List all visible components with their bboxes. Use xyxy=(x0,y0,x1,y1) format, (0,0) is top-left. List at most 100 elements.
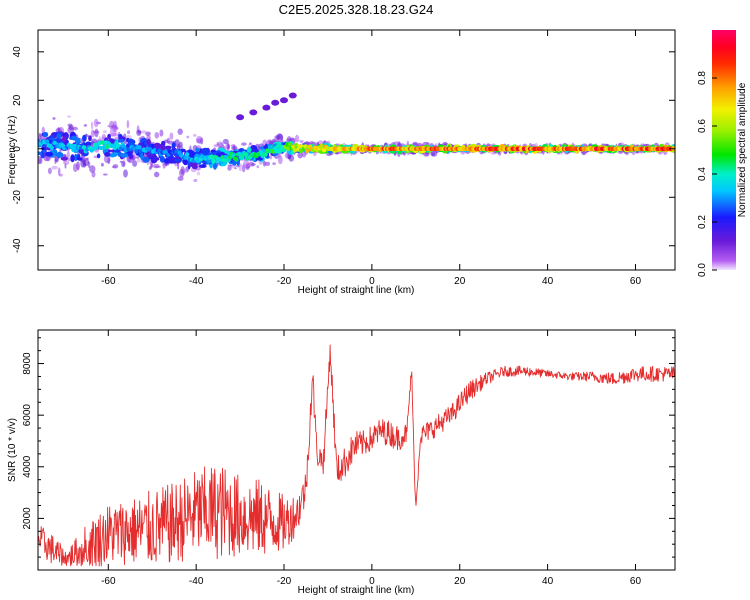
spectrogram-x-tick-label: 20 xyxy=(454,276,466,287)
snr-x-label: Height of straight line (km) xyxy=(298,585,415,596)
snr-y-label: SNR (10 * v/v) xyxy=(7,418,18,482)
snr-y-tick-label: 8000 xyxy=(22,352,33,375)
spectrogram-blob xyxy=(56,152,64,158)
spectrogram-blob xyxy=(117,138,125,143)
spectrogram-ridge-cell xyxy=(134,149,139,154)
spectrogram-heat-layer xyxy=(38,92,675,182)
spectrogram-blob xyxy=(51,137,56,141)
spectrogram-speckle xyxy=(297,139,305,143)
spectrogram-speckle xyxy=(76,163,80,171)
figure-title: C2E5.2025.328.18.23.G24 xyxy=(279,2,434,17)
spectrogram-speckle xyxy=(177,128,183,135)
spectrogram-speckle xyxy=(186,135,190,139)
spectrogram-speckle xyxy=(227,144,230,150)
spectrogram-speckle xyxy=(183,169,189,173)
spectrogram-speckle xyxy=(89,165,96,173)
spectrogram-x-tick-label: 40 xyxy=(542,276,554,287)
spectrogram-speckle xyxy=(218,140,222,147)
spectrogram-blob xyxy=(96,153,101,159)
spectrogram-branch-cell xyxy=(262,104,271,111)
colorbar-tick-label: 0.2 xyxy=(697,215,708,229)
spectrogram-blob xyxy=(171,142,176,150)
spectrogram-blob xyxy=(104,152,111,157)
spectrogram-speckle xyxy=(238,163,243,172)
spectrogram-ridge-cell xyxy=(184,152,190,157)
spectrogram-blob xyxy=(107,133,111,139)
spectrogram-blob xyxy=(109,153,116,158)
spectrogram-speckle xyxy=(154,165,162,168)
spectrogram-speckle xyxy=(132,160,138,167)
spectrogram-speckle xyxy=(180,166,185,175)
spectrogram-frame xyxy=(37,29,676,271)
spectrogram-blob xyxy=(152,155,158,163)
snr-series-line xyxy=(38,344,675,567)
spectrogram-ridge-cell xyxy=(263,152,268,157)
spectrogram-ridge-cell xyxy=(121,144,127,149)
spectrogram-speckle xyxy=(102,130,107,134)
spectrogram-speckle xyxy=(141,130,147,134)
spectrogram-ridge-cell xyxy=(49,145,54,150)
spectrogram-blob xyxy=(157,143,162,150)
spectrogram-blob xyxy=(52,132,56,137)
spectrogram-speckle xyxy=(227,164,233,167)
spectrogram-blob xyxy=(195,147,201,152)
spectrogram-speckle xyxy=(91,171,96,178)
spectrogram-y-tick-label: -20 xyxy=(12,190,23,205)
spectrogram-ridge-cell xyxy=(304,148,310,153)
spectrogram-ridge-cell xyxy=(291,144,296,150)
spectrogram-speckle xyxy=(100,162,104,167)
snr-y-tick-label: 4000 xyxy=(22,455,33,478)
spectrogram-blob xyxy=(168,160,176,164)
spectrogram-blob xyxy=(146,138,151,146)
spectrogram-blob xyxy=(246,147,252,153)
spectrogram-speckle xyxy=(177,176,184,181)
spectrogram-blob xyxy=(60,156,68,161)
spectrogram-blob xyxy=(38,151,42,156)
snr-x-tick-label: 40 xyxy=(542,576,554,587)
spectrogram-speckle xyxy=(47,167,52,175)
spectrogram-blob xyxy=(56,133,62,139)
spectrogram-speckle xyxy=(135,156,140,159)
spectrogram-speckle xyxy=(154,132,160,139)
spectrogram-y-tick-label: -40 xyxy=(12,238,23,253)
spectrogram-blob xyxy=(142,156,150,163)
snr-y-tick-label: 2000 xyxy=(22,507,33,530)
snr-x-tick-label: -40 xyxy=(189,576,204,587)
spectrogram-speckle xyxy=(66,150,70,160)
spectrogram-branch-cell xyxy=(249,109,258,116)
spectrogram-speckle xyxy=(249,142,252,145)
spectrogram-ridge-cell xyxy=(234,157,239,162)
spectrogram-speckle xyxy=(297,151,303,159)
spectrogram-speckle xyxy=(93,118,99,128)
snr-line-layer xyxy=(38,344,675,567)
spectrogram-y-label: Frequency (Hz) xyxy=(7,116,18,185)
spectrogram-ridge-cell xyxy=(298,148,304,154)
spectrogram-speckle xyxy=(68,124,74,131)
spectrogram-speckle xyxy=(94,128,99,138)
spectrogram-speckle xyxy=(58,173,63,177)
spectrogram-blob xyxy=(210,149,216,153)
spectrogram-blob xyxy=(41,146,47,151)
spectrogram-blob xyxy=(201,147,210,156)
spectrogram-speckle xyxy=(73,163,78,173)
spectrogram-ridge-cell xyxy=(288,142,293,147)
spectrogram-speckle xyxy=(232,144,236,150)
spectrogram-y-tick-label: 0 xyxy=(12,146,23,152)
spectrogram-blob xyxy=(140,152,144,160)
spectrogram-blob xyxy=(213,162,217,170)
spectrogram-blob xyxy=(161,146,169,150)
spectrogram-speckle xyxy=(263,160,266,167)
spectrogram-speckle xyxy=(90,121,94,130)
spectrogram-speckle xyxy=(67,115,71,118)
spectrogram-x-tick-label: -60 xyxy=(101,276,116,287)
spectrogram-ridge-cell xyxy=(137,145,142,150)
spectrogram-blob xyxy=(75,138,81,145)
spectrogram-blob xyxy=(71,135,78,141)
spectrogram-speckle xyxy=(234,167,237,170)
spectrogram-speckle xyxy=(90,129,95,138)
colorbar-ticks: 0.0 0.2 0.4 0.6 0.8 xyxy=(697,71,717,277)
spectrogram-ridge-cell xyxy=(321,148,327,153)
spectrogram-ridge-cell xyxy=(206,159,211,164)
snr-ticks: -60 -40 -20 0 20 40 60 2000 4000 6000 8000 xyxy=(22,330,675,587)
spectrogram-branch-cell xyxy=(236,114,245,121)
